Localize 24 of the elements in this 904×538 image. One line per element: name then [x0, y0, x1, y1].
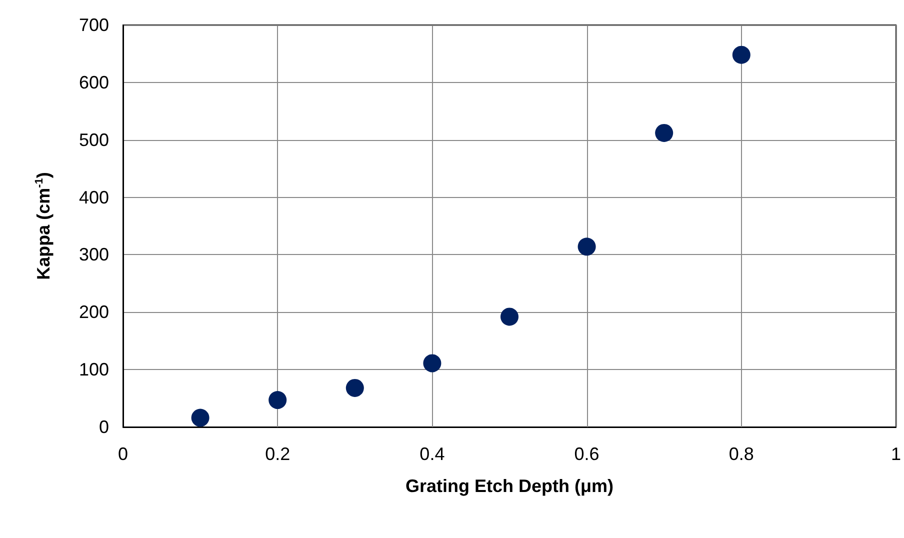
- x-axis-title: Grating Etch Depth (μm): [405, 476, 614, 496]
- y-axis-title: Kappa (cm-1): [34, 172, 54, 280]
- point: [500, 308, 518, 326]
- point: [655, 124, 674, 142]
- x-tick-label: 0.2: [265, 444, 290, 464]
- y-tick-label: 100: [78, 360, 109, 380]
- x-tick-label: 1: [890, 444, 901, 464]
- y-tick-label: 200: [78, 302, 109, 322]
- point: [732, 46, 750, 64]
- y-tick-label: 300: [78, 244, 109, 265]
- x-tick-label: 0.6: [574, 444, 600, 464]
- point: [268, 391, 287, 410]
- y-tick-label: 500: [78, 130, 109, 150]
- point: [191, 408, 210, 427]
- x-tick-label: 0: [118, 444, 128, 464]
- point: [346, 378, 364, 397]
- y-tick-label: 700: [78, 15, 109, 35]
- x-tick-label: 0.4: [420, 444, 445, 464]
- x-tick-label: 0.8: [728, 444, 754, 464]
- y-tick-label: 400: [78, 187, 109, 208]
- y-tick-label: 0: [98, 417, 109, 437]
- y-tick-label: 600: [78, 72, 109, 92]
- point: [578, 238, 596, 256]
- point: [423, 354, 442, 372]
